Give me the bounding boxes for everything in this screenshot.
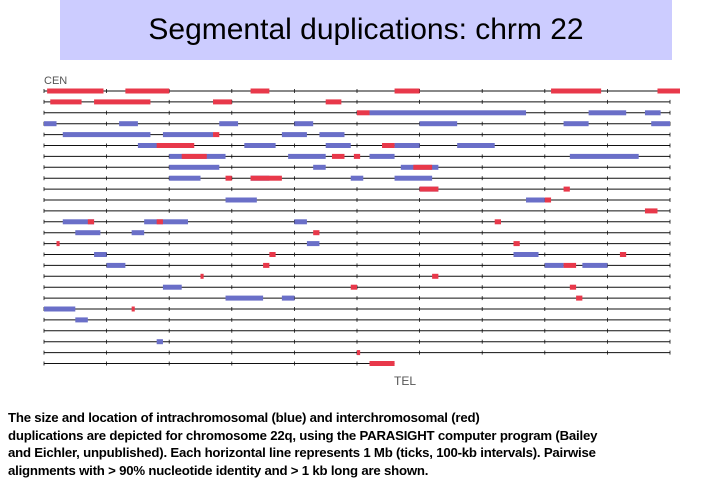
intrachromosomal-duplication xyxy=(62,132,151,138)
intrachromosomal-duplication xyxy=(350,175,364,181)
interchromosomal-duplication xyxy=(357,350,361,356)
intrachromosomal-duplication xyxy=(94,252,107,257)
intrachromosomal-duplication xyxy=(62,219,95,225)
intrachromosomal-duplication xyxy=(281,295,295,301)
interchromosomal-duplication xyxy=(563,262,577,268)
interchromosomal-duplication xyxy=(269,252,276,257)
caption-line: alignments with > 90% nucleotide identit… xyxy=(8,462,429,478)
intrachromosomal-duplication xyxy=(569,153,639,159)
page-title: Segmental duplications: chrm 22 xyxy=(148,13,584,46)
intrachromosomal-duplication xyxy=(306,241,320,247)
interchromosomal-duplication xyxy=(156,143,195,148)
intrachromosomal-duplication xyxy=(137,143,176,148)
interchromosomal-duplication xyxy=(213,99,232,105)
interchromosomal-duplication xyxy=(200,273,204,279)
interchromosomal-duplication xyxy=(494,219,501,225)
intrachromosomal-duplication xyxy=(563,121,589,127)
interchromosomal-duplication xyxy=(551,88,602,94)
interchromosomal-duplication xyxy=(225,175,232,181)
intrachromosomal-duplication xyxy=(75,317,88,323)
intrachromosomal-duplication xyxy=(394,143,420,148)
interchromosomal-duplication xyxy=(156,219,163,225)
interchromosomal-duplication xyxy=(576,295,583,301)
interchromosomal-duplication xyxy=(369,361,395,366)
interchromosomal-duplication xyxy=(657,88,680,94)
interchromosomal-duplication xyxy=(56,241,60,247)
telomere-label: TEL xyxy=(394,374,416,388)
intrachromosomal-duplication xyxy=(75,230,101,236)
intrachromosomal-duplication xyxy=(225,295,264,301)
title-banner: Segmental duplications: chrm 22 xyxy=(60,0,672,60)
interchromosomal-duplication xyxy=(357,110,370,116)
interchromosomal-duplication xyxy=(644,208,658,214)
intrachromosomal-duplication xyxy=(313,164,326,170)
intrachromosomal-duplication xyxy=(419,121,458,127)
interchromosomal-duplication xyxy=(353,153,361,159)
interchromosomal-duplication xyxy=(181,153,207,159)
intrachromosomal-duplication xyxy=(44,121,57,127)
intrachromosomal-duplication xyxy=(162,284,182,290)
intrachromosomal-duplication xyxy=(369,110,527,116)
interchromosomal-duplication xyxy=(432,273,439,279)
interchromosomal-duplication xyxy=(87,219,95,225)
intrachromosomal-duplication xyxy=(162,132,214,138)
intrachromosomal-duplication xyxy=(369,153,395,159)
interchromosomal-duplication xyxy=(131,306,135,312)
intrachromosomal-duplication xyxy=(651,121,670,127)
duplication-map: CEN TEL xyxy=(43,75,680,388)
interchromosomal-duplication xyxy=(619,252,627,257)
intrachromosomal-duplication xyxy=(44,306,70,312)
caption-line: The size and location of intrachromosoma… xyxy=(8,410,480,425)
intrachromosomal-duplication xyxy=(319,132,345,138)
intrachromosomal-duplication xyxy=(394,175,433,181)
intrachromosomal-duplication xyxy=(219,121,239,127)
intrachromosomal-duplication xyxy=(225,197,257,203)
interchromosomal-duplication xyxy=(250,175,282,181)
interchromosomal-duplication xyxy=(250,88,270,94)
intrachromosomal-duplication xyxy=(588,110,627,116)
intrachromosomal-duplication xyxy=(144,219,188,225)
intrachromosomal-duplication xyxy=(582,262,608,268)
caption-line: duplications are depicted for chromosome… xyxy=(8,427,598,443)
interchromosomal-duplication xyxy=(394,88,420,94)
interchromosomal-duplication xyxy=(125,88,170,94)
intrachromosomal-duplication xyxy=(526,197,545,203)
interchromosomal-duplication xyxy=(382,143,395,148)
intrachromosomal-duplication xyxy=(294,121,314,127)
intrachromosomal-duplication xyxy=(131,230,145,236)
centromere-label: CEN xyxy=(44,75,67,87)
interchromosomal-duplication xyxy=(563,186,570,192)
intrachromosomal-duplication xyxy=(169,175,201,181)
interchromosomal-duplication xyxy=(213,132,220,138)
intrachromosomal-duplication xyxy=(457,143,495,148)
interchromosomal-duplication xyxy=(313,230,320,236)
intrachromosomal-duplication xyxy=(288,153,326,159)
interchromosomal-duplication xyxy=(50,99,82,105)
figure-caption: The size and location of intrachromosoma… xyxy=(8,409,716,479)
intrachromosomal-duplication xyxy=(644,110,661,116)
interchromosomal-duplication xyxy=(47,88,104,94)
intrachromosomal-duplication xyxy=(513,252,539,257)
interchromosomal-duplication xyxy=(325,99,342,105)
intrachromosomal-duplication xyxy=(169,164,220,170)
caption-line: and Eichler, unpublished). Each horizont… xyxy=(8,445,596,460)
interchromosomal-duplication xyxy=(419,186,439,192)
intrachromosomal-duplication xyxy=(244,143,276,148)
interchromosomal-duplication xyxy=(94,99,151,105)
interchromosomal-duplication xyxy=(331,153,345,159)
intrachromosomal-duplication xyxy=(281,132,307,138)
interchromosomal-duplication xyxy=(263,262,270,268)
intrachromosomal-duplication xyxy=(106,262,126,268)
interchromosomal-duplication xyxy=(544,197,552,203)
interchromosomal-duplication xyxy=(513,241,520,247)
intrachromosomal-duplication xyxy=(294,219,307,225)
interchromosomal-duplication xyxy=(569,284,577,290)
interchromosomal-duplication xyxy=(350,284,357,290)
intrachromosomal-duplication xyxy=(119,121,138,127)
interchromosomal-duplication xyxy=(413,164,433,170)
intrachromosomal-duplication xyxy=(156,339,163,345)
intrachromosomal-duplication xyxy=(325,143,351,148)
intrachromosomal-duplication xyxy=(544,262,564,268)
